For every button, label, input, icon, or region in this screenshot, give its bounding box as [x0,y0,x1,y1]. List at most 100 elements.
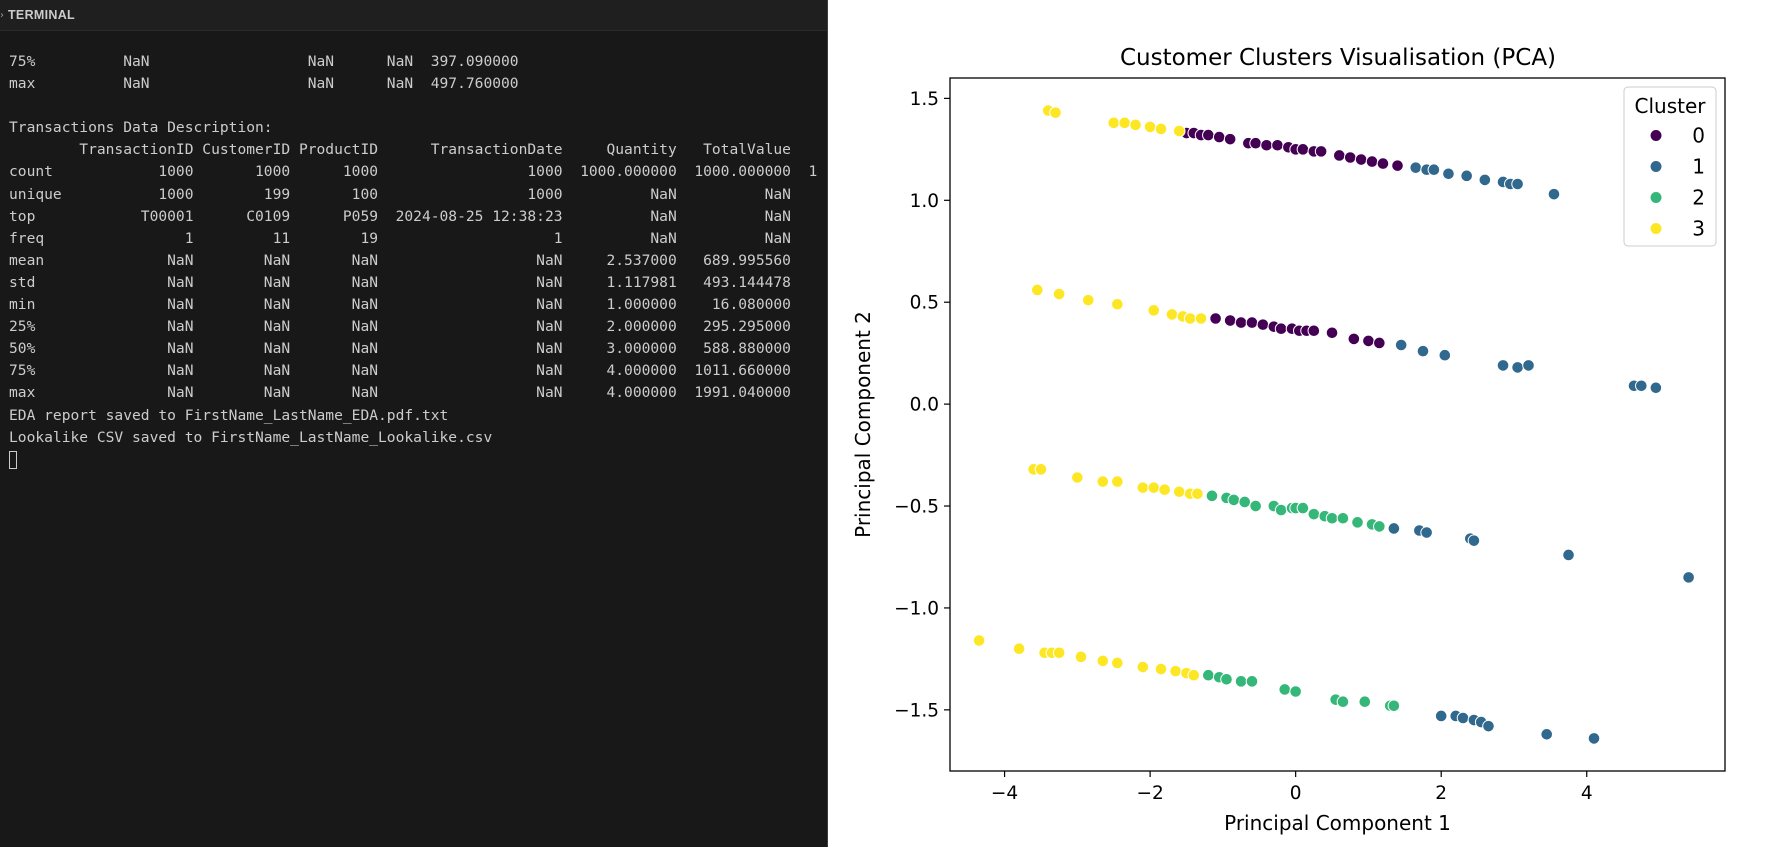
cluster-1-point [1562,548,1575,562]
x-tick-label: −2 [1136,783,1163,804]
cluster-0-point [1296,143,1310,156]
points-layer [972,104,1695,745]
terminal-line: 25% NaN NaN NaN NaN 2.000000 295.295000 [9,318,791,336]
cluster-3-point [1081,293,1095,307]
terminal-line: EDA report saved to FirstName_LastName_E… [9,406,449,424]
cluster-0-point [1376,157,1390,170]
cluster-3-point [1143,120,1157,134]
terminal-line: mean NaN NaN NaN NaN 2.537000 689.995560 [9,251,791,269]
terminal-line: max NaN NaN NaN 497.760000 [9,75,519,93]
cluster-3-point [1096,475,1110,488]
cluster-3-point [1194,312,1208,325]
cluster-3-point [1183,312,1197,325]
cluster-3-point [1012,642,1026,656]
cluster-0-point [1391,159,1404,172]
y-tick-label: −0.5 [894,497,939,518]
cluster-2-point [1358,695,1372,709]
y-axis-label: Principal Component 2 [851,311,875,538]
legend-label: 3 [1692,217,1705,241]
cluster-1-point [1496,359,1510,372]
cluster-1-point [1416,344,1430,358]
cluster-1-point [1460,169,1473,183]
terminal-line: freq 1 11 19 1 NaN NaN [9,229,791,247]
y-tick-label: −1.0 [894,598,939,619]
cluster-3-point [1158,483,1171,497]
x-axis: −4 −2 0 2 4 [991,771,1593,804]
terminal-title: TERMINAL [8,8,75,22]
cluster-3-point [1187,668,1201,682]
terminal-cursor [9,450,17,469]
cluster-2-point [1234,675,1248,688]
x-tick-label: 4 [1581,783,1593,804]
cluster-3-point [1074,650,1088,664]
cluster-2-point [1296,501,1310,515]
legend-marker [1649,129,1663,142]
cluster-3-point [1111,297,1124,311]
cluster-1-point [1427,163,1441,177]
cluster-1-point [1522,359,1535,372]
cluster-2-point [1227,493,1241,507]
cluster-1-point [1540,728,1554,741]
y-tick-label: 1.5 [910,89,939,110]
terminal-output[interactable]: 75% NaN NaN NaN 397.090000 max NaN NaN N… [9,51,817,471]
x-tick-label: 2 [1435,783,1447,804]
cluster-3-point [1154,122,1168,136]
cluster-3-point [1096,654,1110,668]
y-tick-label: 0.0 [910,395,939,416]
terminal-line: Lookalike CSV saved to FirstName_LastNam… [9,428,493,446]
cluster-3-point [1071,471,1084,484]
terminal-header[interactable]: › TERMINAL [0,0,827,31]
chevron-down-icon[interactable]: › [0,9,4,21]
cluster-1-point [1409,161,1423,174]
plot-panel: Customer Clusters Visualisation (PCA) −4… [828,0,1776,847]
legend-marker [1649,160,1663,173]
terminal-line: 75% NaN NaN NaN 397.090000 [9,53,519,70]
cluster-1-point [1420,526,1433,539]
cluster-3-point [1172,485,1186,499]
cluster-2-point [1373,520,1386,533]
cluster-3-point [1049,106,1062,119]
terminal-line: Transactions Data Description: [9,119,273,137]
cluster-3-point [1118,116,1131,130]
legend-items: 0 1 2 3 [1649,124,1705,241]
cluster-0-point [1249,136,1262,150]
cluster-0-point [1274,322,1288,336]
legend-label: 0 [1692,124,1705,148]
cluster-1-point [1511,361,1524,374]
cluster-3-point [1147,481,1161,494]
cluster-3-point [1136,481,1150,494]
cluster-2-point [1325,511,1339,525]
cluster-1-point [1547,187,1561,201]
cluster-1-point [1587,732,1601,745]
cluster-3-point [1136,660,1150,674]
terminal-panel: › TERMINAL 75% NaN NaN NaN 397.090000 ma… [0,0,828,847]
cluster-3-point [1052,646,1066,660]
cluster-2-point [1205,489,1219,503]
cluster-2-point [1387,699,1401,713]
cluster-0-point [1373,336,1386,350]
legend-frame [1623,86,1717,247]
cluster-3-point [1129,118,1142,132]
legend-marker [1649,191,1663,204]
cluster-3-point [1034,463,1048,476]
cluster-2-point [1202,668,1215,682]
cluster-3-point [1172,124,1186,138]
cluster-2-point [1278,683,1292,696]
cluster-2-point [1245,675,1259,688]
terminal-line: count 1000 1000 1000 1000 1000.000000 10… [9,163,818,181]
pca-scatter-chart: Customer Clusters Visualisation (PCA) −4… [851,45,1726,835]
terminal-line: TransactionID CustomerID ProductID Trans… [9,141,791,159]
legend-label: 1 [1692,155,1705,179]
terminal-line: 50% NaN NaN NaN NaN 3.000000 588.880000 [9,340,791,358]
cluster-2-point [1289,685,1302,698]
y-tick-label: 0.5 [910,293,939,314]
cluster-3-point [1191,487,1204,501]
cluster-0-point [1365,155,1379,168]
terminal-line: std NaN NaN NaN NaN 1.117981 493.144478 [9,273,791,291]
cluster-3-point [1111,656,1124,670]
cluster-1-point [1635,379,1648,393]
cluster-2-point [1238,495,1252,509]
cluster-1-point [1442,167,1455,181]
cluster-0-point [1245,316,1259,329]
cluster-3-point [1154,662,1168,676]
